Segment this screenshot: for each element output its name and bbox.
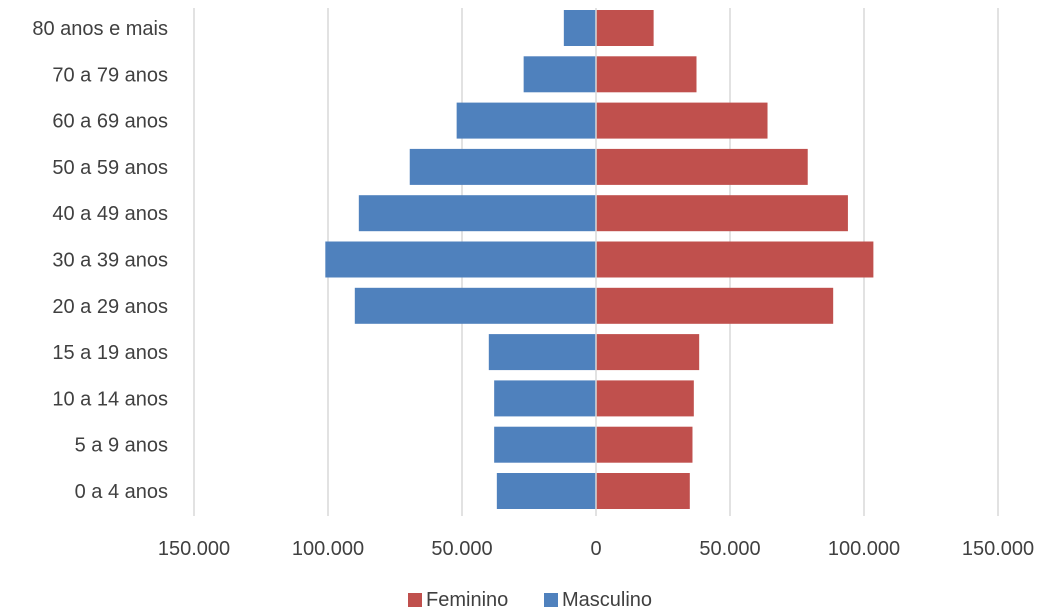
bar-masculino	[456, 102, 596, 139]
y-tick-label: 0 a 4 anos	[75, 481, 168, 503]
bar-feminino	[596, 380, 694, 417]
y-tick-label: 10 a 14 anos	[52, 388, 168, 410]
legend-label-feminino: Feminino	[426, 589, 508, 608]
x-tick-label: 50.000	[699, 538, 760, 560]
bar-feminino	[596, 102, 768, 139]
bar-masculino	[494, 426, 596, 463]
y-tick-label: 60 a 69 anos	[52, 111, 168, 133]
bar-feminino	[596, 287, 834, 324]
bar-masculino	[496, 473, 596, 509]
y-tick-label: 20 a 29 anos	[52, 296, 168, 318]
x-tick-label: 0	[590, 538, 601, 560]
y-tick-label: 30 a 39 anos	[52, 250, 168, 272]
x-tick-label: 150.000	[158, 538, 230, 560]
x-axis-labels: 150.000 100.000 50.000 0 50.000 100.000 150.00…	[158, 538, 1034, 560]
x-tick-label: 50.000	[431, 538, 492, 560]
bar-feminino	[596, 56, 697, 93]
legend-swatch-masculino	[544, 593, 558, 607]
y-axis-labels: 0 a 4 anos 5 a 9 anos 10 a 14 anos 15 a 19 …	[32, 18, 168, 503]
bar-feminino	[596, 10, 654, 46]
bar-masculino	[358, 195, 596, 232]
y-tick-label: 40 a 49 anos	[52, 203, 168, 225]
bar-feminino	[596, 473, 690, 509]
bar-masculino	[488, 334, 596, 371]
legend: Feminino Masculino	[408, 589, 652, 608]
x-tick-label: 150.000	[962, 538, 1034, 560]
x-tick-label: 100.000	[292, 538, 364, 560]
bar-masculino	[354, 287, 596, 324]
y-tick-label: 5 a 9 anos	[75, 435, 168, 457]
legend-swatch-feminino	[408, 593, 422, 607]
bar-masculino	[409, 148, 596, 185]
legend-label-masculino: Masculino	[562, 589, 652, 608]
bar-feminino	[596, 241, 874, 278]
bar-masculino	[494, 380, 596, 417]
y-tick-label: 50 a 59 anos	[52, 157, 168, 179]
bar-feminino	[596, 195, 848, 232]
bar-feminino	[596, 334, 700, 371]
bars	[325, 10, 874, 509]
bar-masculino	[523, 56, 596, 93]
bar-feminino	[596, 426, 693, 463]
bar-masculino	[325, 241, 596, 278]
bar-feminino	[596, 148, 808, 185]
x-tick-label: 100.000	[828, 538, 900, 560]
y-tick-label: 80 anos e mais	[32, 18, 168, 40]
y-tick-label: 70 a 79 anos	[52, 64, 168, 86]
y-tick-label: 15 a 19 anos	[52, 342, 168, 364]
bar-masculino	[563, 10, 596, 46]
